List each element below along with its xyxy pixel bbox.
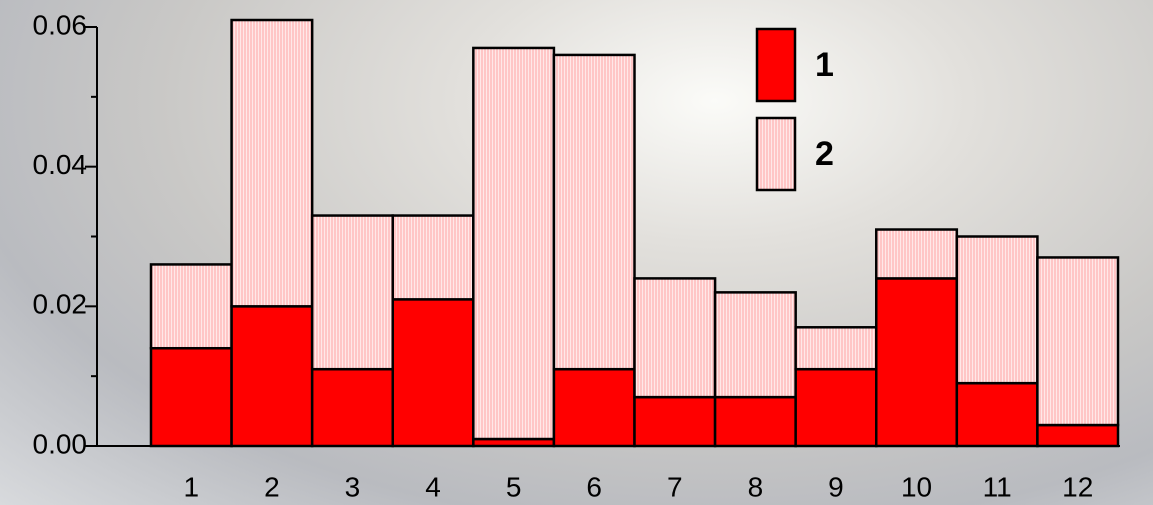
y-tick-label: 0.04 [33, 149, 88, 180]
bar-segment [149, 263, 233, 350]
y-tick-label: 0.02 [33, 289, 88, 320]
bar-segment [713, 291, 797, 399]
bar-segment [552, 53, 636, 371]
bar-segment [472, 46, 556, 441]
bar-segment [1036, 256, 1120, 427]
bar-segment [875, 228, 959, 280]
bar-segment [794, 367, 878, 448]
x-tick-label: 3 [345, 471, 361, 502]
bar-segment [310, 367, 394, 448]
y-tick-label: 0.06 [33, 9, 88, 40]
x-tick-label: 5 [506, 471, 522, 502]
legend-label: 1 [815, 46, 834, 84]
x-tick-label: 12 [1062, 471, 1093, 502]
x-tick-label: 8 [748, 471, 764, 502]
bar-segment [794, 326, 878, 371]
y-tick-label: 0.00 [33, 428, 88, 459]
bar-segment [552, 367, 636, 448]
bar-segment [1036, 423, 1120, 448]
x-tick-label: 6 [586, 471, 602, 502]
bar-segment [633, 277, 717, 399]
bar-segment [633, 395, 717, 448]
legend-swatch [755, 116, 797, 192]
bar-segment [875, 277, 959, 448]
legend-swatch [755, 27, 797, 103]
bar-segment [230, 305, 314, 448]
bar-segment [391, 298, 475, 448]
legend-label: 2 [815, 135, 834, 173]
x-tick-label: 10 [901, 471, 932, 502]
x-tick-label: 2 [264, 471, 280, 502]
bar-segment [713, 395, 797, 448]
x-tick-label: 11 [983, 471, 1012, 502]
bar-segment [955, 381, 1039, 448]
x-tick-label: 1 [184, 471, 200, 502]
bar-segment [955, 235, 1039, 385]
x-tick-label: 9 [828, 471, 844, 502]
bar-segment [149, 346, 233, 448]
bar-segment [230, 18, 314, 308]
bar-segment [391, 214, 475, 301]
x-tick-label: 7 [667, 471, 683, 502]
x-tick-label: 4 [425, 471, 441, 502]
bar-segment [310, 214, 394, 371]
